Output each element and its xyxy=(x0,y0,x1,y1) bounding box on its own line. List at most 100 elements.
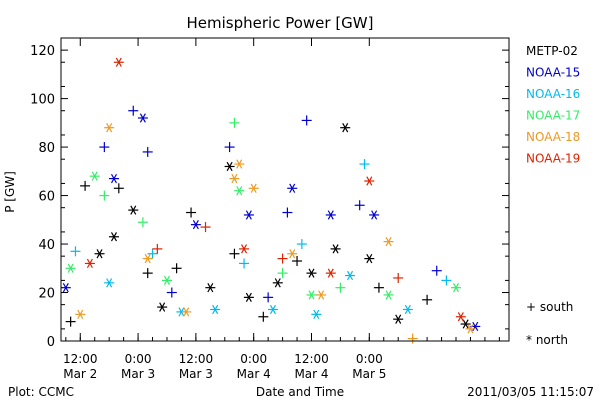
legend-entry: NOAA-17 xyxy=(526,109,580,123)
data-point xyxy=(181,307,192,317)
data-point xyxy=(393,272,404,283)
data-point xyxy=(80,180,91,191)
y-tick-label: 20 xyxy=(38,287,55,302)
data-point xyxy=(325,268,336,278)
data-point xyxy=(171,263,182,274)
y-tick-label: 0 xyxy=(47,335,55,350)
data-points xyxy=(60,57,481,344)
data-point xyxy=(229,248,240,259)
data-point xyxy=(330,244,341,254)
data-point xyxy=(325,210,336,220)
data-point xyxy=(99,142,110,153)
data-point xyxy=(441,275,452,286)
data-point xyxy=(282,207,293,218)
data-point xyxy=(364,253,375,264)
data-point xyxy=(142,146,153,157)
data-point xyxy=(369,210,380,220)
data-point xyxy=(311,309,322,319)
data-point xyxy=(75,309,86,319)
data-point xyxy=(455,312,466,322)
data-point xyxy=(354,200,365,211)
data-point xyxy=(152,243,163,254)
data-point xyxy=(99,190,110,201)
x-tick-label-time: 0:00 xyxy=(125,352,152,366)
legend-entry: NOAA-15 xyxy=(526,66,580,80)
data-point xyxy=(316,290,327,300)
y-tick-label: 60 xyxy=(38,190,55,205)
data-point xyxy=(277,268,288,279)
data-point xyxy=(108,173,119,184)
data-point xyxy=(239,258,250,269)
plot-frame xyxy=(60,37,510,342)
y-axis-label: P [GW] xyxy=(3,171,17,213)
plot-credit: Plot: CCMC xyxy=(8,385,74,399)
data-point xyxy=(166,287,177,298)
data-point xyxy=(65,263,76,273)
data-point xyxy=(243,210,254,220)
data-point xyxy=(113,183,124,194)
x-tick-label-date: Mar 3 xyxy=(179,367,213,381)
y-tick-label: 100 xyxy=(30,93,55,108)
legend: METP-02 NOAA-15 NOAA-16 NOAA-17 NOAA-18 NOAA-… xyxy=(526,44,580,347)
data-point xyxy=(210,304,221,315)
data-point xyxy=(364,176,375,186)
data-point xyxy=(306,268,317,278)
x-tick-label-time: 0:00 xyxy=(356,352,383,366)
data-point xyxy=(186,207,197,218)
legend-entry: NOAA-19 xyxy=(526,152,580,166)
x-tick-label-date: Mar 3 xyxy=(121,367,155,381)
data-point xyxy=(306,290,317,300)
chart-title: Hemispheric Power [GW] xyxy=(187,14,374,32)
data-point xyxy=(243,292,254,302)
data-point xyxy=(451,283,462,293)
data-point xyxy=(393,314,404,324)
data-point xyxy=(267,304,278,315)
data-point xyxy=(128,205,139,215)
legend-marker-asterisk: * north xyxy=(526,333,568,347)
data-point xyxy=(94,249,105,259)
data-point xyxy=(70,246,81,257)
x-tick-label-time: 12:00 xyxy=(179,352,214,366)
data-point xyxy=(147,248,158,259)
data-point xyxy=(460,319,471,329)
data-point xyxy=(65,316,76,327)
plot-timestamp: 2011/03/05 11:15:07 xyxy=(467,385,594,399)
x-tick-label-time: 12:00 xyxy=(63,352,98,366)
x-tick-label-date: Mar 2 xyxy=(63,367,97,381)
data-point xyxy=(104,123,115,133)
data-point xyxy=(200,222,211,233)
data-point xyxy=(402,304,413,315)
data-point xyxy=(345,270,356,281)
data-point xyxy=(190,220,201,230)
data-point xyxy=(224,142,235,153)
data-point xyxy=(229,117,240,128)
data-point xyxy=(137,113,148,123)
data-point xyxy=(205,283,216,293)
data-point xyxy=(142,253,153,264)
data-point xyxy=(84,258,95,269)
data-point xyxy=(407,333,418,344)
data-point xyxy=(383,236,394,247)
data-point xyxy=(60,283,71,293)
data-point xyxy=(335,282,346,293)
data-point xyxy=(258,311,269,322)
data-point xyxy=(431,265,442,276)
data-point xyxy=(224,161,235,172)
data-point xyxy=(373,282,384,293)
data-point xyxy=(104,278,115,288)
data-point xyxy=(292,256,303,267)
data-point xyxy=(340,123,351,133)
data-point xyxy=(113,57,124,67)
legend-entry: NOAA-16 xyxy=(526,87,580,101)
y-tick-label: 80 xyxy=(38,141,55,156)
x-tick-label-date: Mar 4 xyxy=(237,367,271,381)
data-point xyxy=(234,159,245,169)
data-point xyxy=(128,105,139,116)
data-point xyxy=(359,159,370,170)
data-point xyxy=(277,253,288,264)
legend-marker-plus: + south xyxy=(526,300,573,314)
legend-entry: METP-02 xyxy=(526,44,578,58)
legend-entry: NOAA-18 xyxy=(526,130,580,144)
